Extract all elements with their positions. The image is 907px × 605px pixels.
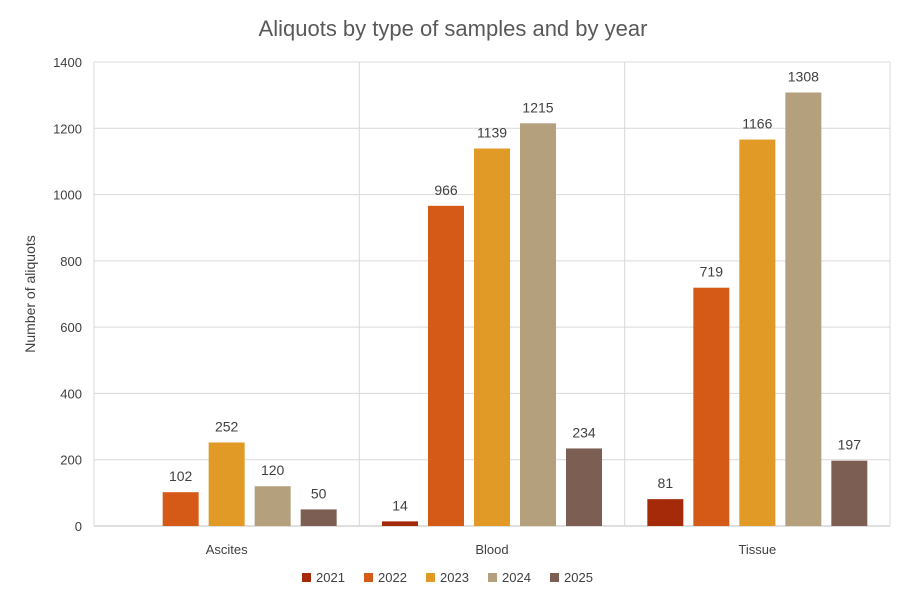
bar-blood-2023 bbox=[474, 148, 510, 526]
bar-blood-2022 bbox=[428, 205, 464, 526]
y-tick-label: 800 bbox=[60, 254, 82, 269]
bar-tissue-2024 bbox=[785, 92, 822, 527]
data-label: 120 bbox=[261, 462, 285, 478]
y-axis-title: Number of aliquots bbox=[22, 235, 38, 353]
legend-label: 2021 bbox=[316, 570, 345, 585]
bar-tissue-2025 bbox=[831, 460, 868, 526]
data-label: 14 bbox=[392, 497, 408, 513]
legend-item-2024: 2024 bbox=[488, 570, 531, 585]
y-tick-label: 600 bbox=[60, 320, 82, 335]
legend-label: 2022 bbox=[378, 570, 407, 585]
y-tick-label: 1400 bbox=[53, 55, 82, 70]
y-tick-label: 0 bbox=[75, 519, 82, 534]
chart-title: Aliquots by type of samples and by year bbox=[259, 16, 648, 41]
data-label: 252 bbox=[215, 418, 239, 434]
legend-swatch bbox=[550, 573, 559, 582]
legend-item-2022: 2022 bbox=[364, 570, 407, 585]
category-label: Blood bbox=[475, 542, 508, 557]
y-tick-label: 200 bbox=[60, 453, 82, 468]
y-tick-label: 1000 bbox=[53, 188, 82, 203]
bar-tissue-2021 bbox=[647, 499, 684, 526]
legend-swatch bbox=[364, 573, 373, 582]
bar-blood-2021 bbox=[382, 521, 418, 526]
legend-label: 2024 bbox=[502, 570, 531, 585]
labels-layer: 102 252 120 50 Ascites 14 966 1139 1215 234 Blood 8… bbox=[169, 68, 861, 557]
legend-swatch bbox=[426, 573, 435, 582]
legend: 2021 2022 2023 2024 2025 bbox=[302, 570, 593, 585]
legend-item-2023: 2023 bbox=[426, 570, 469, 585]
y-tick-label: 400 bbox=[60, 386, 82, 401]
bar-ascites-2023 bbox=[208, 442, 245, 526]
data-label: 1166 bbox=[742, 116, 772, 132]
category-label: Tissue bbox=[738, 542, 776, 557]
data-label: 966 bbox=[434, 182, 458, 198]
bar-tissue-2022 bbox=[693, 287, 730, 526]
legend-item-2025: 2025 bbox=[550, 570, 593, 585]
bar-tissue-2023 bbox=[739, 139, 776, 526]
data-label: 234 bbox=[572, 424, 596, 440]
bar-blood-2024 bbox=[520, 123, 556, 527]
data-label: 1215 bbox=[522, 99, 553, 115]
y-tick-label: 1200 bbox=[53, 121, 82, 136]
bar-blood-2025 bbox=[566, 448, 602, 526]
legend-item-2021: 2021 bbox=[302, 570, 345, 585]
legend-swatch bbox=[302, 573, 311, 582]
category-label: Ascites bbox=[206, 542, 248, 557]
bar-ascites-2025 bbox=[300, 509, 337, 526]
bar-ascites-2022 bbox=[162, 492, 199, 526]
bar-ascites-2024 bbox=[254, 486, 291, 526]
legend-label: 2023 bbox=[440, 570, 469, 585]
legend-swatch bbox=[488, 573, 497, 582]
data-label: 1308 bbox=[788, 68, 819, 84]
legend-label: 2025 bbox=[564, 570, 593, 585]
data-label: 81 bbox=[658, 475, 674, 491]
bars-layer bbox=[162, 92, 868, 527]
data-label: 719 bbox=[700, 264, 724, 280]
data-label: 1139 bbox=[477, 125, 507, 141]
data-label: 50 bbox=[311, 485, 327, 501]
data-label: 102 bbox=[169, 468, 193, 484]
data-label: 197 bbox=[838, 437, 862, 453]
